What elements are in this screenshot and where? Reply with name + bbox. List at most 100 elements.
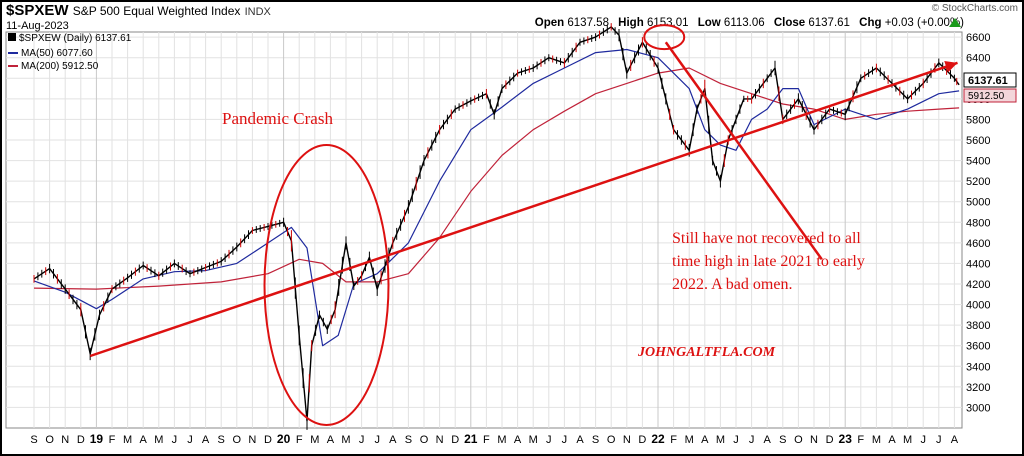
x-tick-label: F (670, 434, 677, 446)
crash-label: Pandemic Crash (222, 109, 333, 128)
x-tick-label: M (310, 434, 319, 446)
ma200-price-tag: 5912.50 (963, 88, 1017, 103)
close-value: 6137.61 (808, 17, 850, 29)
y-tick-label: 3600 (966, 341, 990, 353)
x-tick-label: N (436, 434, 444, 446)
x-tick-label: O (45, 434, 54, 446)
johngaltfla-watermark: JOHNGALTFLA.COM (637, 345, 776, 360)
x-tick-label: J (359, 434, 365, 446)
x-tick-label: D (826, 434, 834, 446)
note-line-3: 2022. A bad omen. (672, 276, 792, 293)
ma200-tag-box (963, 88, 1017, 103)
x-tick-label: S (218, 434, 225, 446)
x-tick-label: M (123, 434, 132, 446)
note-line-1: Still have not recovered to all (672, 230, 861, 247)
x-tick-label: M (716, 434, 725, 446)
x-tick-label: A (389, 434, 397, 446)
x-tick-label: M (154, 434, 163, 446)
x-tick-label: J (374, 434, 380, 446)
ath-ellipse (643, 24, 686, 51)
x-tick-label: A (576, 434, 584, 446)
x-tick-label: A (140, 434, 148, 446)
y-tick-label: 3800 (966, 320, 990, 332)
x-tick-label: A (764, 434, 772, 446)
x-tick-label: D (451, 434, 459, 446)
legend-price-swatch (8, 33, 16, 41)
series-line-ma50 (33, 48, 960, 347)
index-description: S&P 500 Equal Weighted Index (72, 4, 241, 18)
x-tick-label: 21 (464, 432, 478, 446)
x-tick-label: J (546, 434, 552, 446)
x-tick-label: A (951, 434, 959, 446)
x-tick-label: A (514, 434, 522, 446)
x-tick-label: A (701, 434, 709, 446)
x-tick-label: A (327, 434, 335, 446)
x-tick-label: F (109, 434, 116, 446)
y-tick-label: 5000 (966, 197, 990, 209)
y-tick-label: 4200 (966, 279, 990, 291)
x-tick-label: 20 (277, 432, 291, 446)
high-label: High (618, 17, 644, 29)
open-value: 6137.58 (567, 17, 609, 29)
x-tick-label: J (936, 434, 942, 446)
y-tick-label: 5200 (966, 176, 990, 188)
x-tick-label: J (749, 434, 755, 446)
legend-price: $SPXEW (Daily) 6137.61 (19, 33, 132, 44)
x-tick-label: F (857, 434, 864, 446)
x-tick-label: O (607, 434, 616, 446)
low-label: Low (697, 17, 721, 29)
y-tick-label: 4400 (966, 258, 990, 270)
last-price-tag: 6137.61 (963, 72, 1017, 88)
last-price-box (963, 72, 1017, 88)
x-tick-label: N (623, 434, 631, 446)
pointer-line (664, 41, 823, 261)
last-price-value: 6137.61 (968, 75, 1008, 87)
x-tick-label: M (341, 434, 350, 446)
x-tick-label: 22 (651, 432, 665, 446)
x-tick-label: J (187, 434, 193, 446)
open-label: Open (534, 17, 565, 29)
change-up-arrow-icon (949, 18, 961, 27)
y-tick-label: 6400 (966, 53, 990, 65)
series-lines (33, 23, 960, 430)
plot-area (5, 31, 963, 429)
x-tick-label: O (233, 434, 242, 446)
x-tick-label: M (497, 434, 506, 446)
x-tick-label: 19 (90, 432, 104, 446)
x-tick-label: S (779, 434, 786, 446)
low-value: 6113.06 (723, 17, 765, 29)
trend-line (89, 61, 958, 358)
x-tick-label: N (61, 434, 69, 446)
chart-date: 11-Aug-2023 (6, 20, 69, 32)
y-tick-label: 3400 (966, 361, 990, 373)
exchange: INDX (244, 6, 271, 18)
y-tick-label: 4000 (966, 300, 990, 312)
y-tick-label: 5400 (966, 156, 990, 168)
series-line-price (33, 26, 960, 422)
symbol: $SPXEW (6, 2, 69, 19)
y-tick-label: 5600 (966, 135, 990, 147)
x-tick-label: O (420, 434, 429, 446)
ma200-tag-value: 5912.50 (968, 91, 1005, 102)
trend-arrowhead (944, 61, 958, 73)
y-tick-label: 4600 (966, 238, 990, 250)
crash-ellipse (263, 144, 390, 426)
y-tick-label: 3200 (966, 382, 990, 394)
x-tick-label: M (529, 434, 538, 446)
x-tick-label: J (562, 434, 568, 446)
change-label: Chg (859, 17, 882, 29)
x-tick-label: O (794, 434, 803, 446)
x-tick-label: M (903, 434, 912, 446)
x-tick-label: 23 (839, 432, 853, 446)
x-tick-label: J (920, 434, 926, 446)
legend: $SPXEW (Daily) 6137.61 MA(50) 6077.60 MA… (8, 33, 132, 72)
y-tick-label: 4800 (966, 217, 990, 229)
x-tick-label: A (202, 434, 210, 446)
legend-ma200: MA(200) 5912.50 (21, 61, 99, 72)
chart-title: $SPXEW S&P 500 Equal Weighted Index INDX (6, 2, 271, 19)
x-tick-label: F (483, 434, 490, 446)
series-line-ma200 (33, 67, 960, 290)
change-value: +0.03 (+0.00%) (884, 17, 964, 29)
